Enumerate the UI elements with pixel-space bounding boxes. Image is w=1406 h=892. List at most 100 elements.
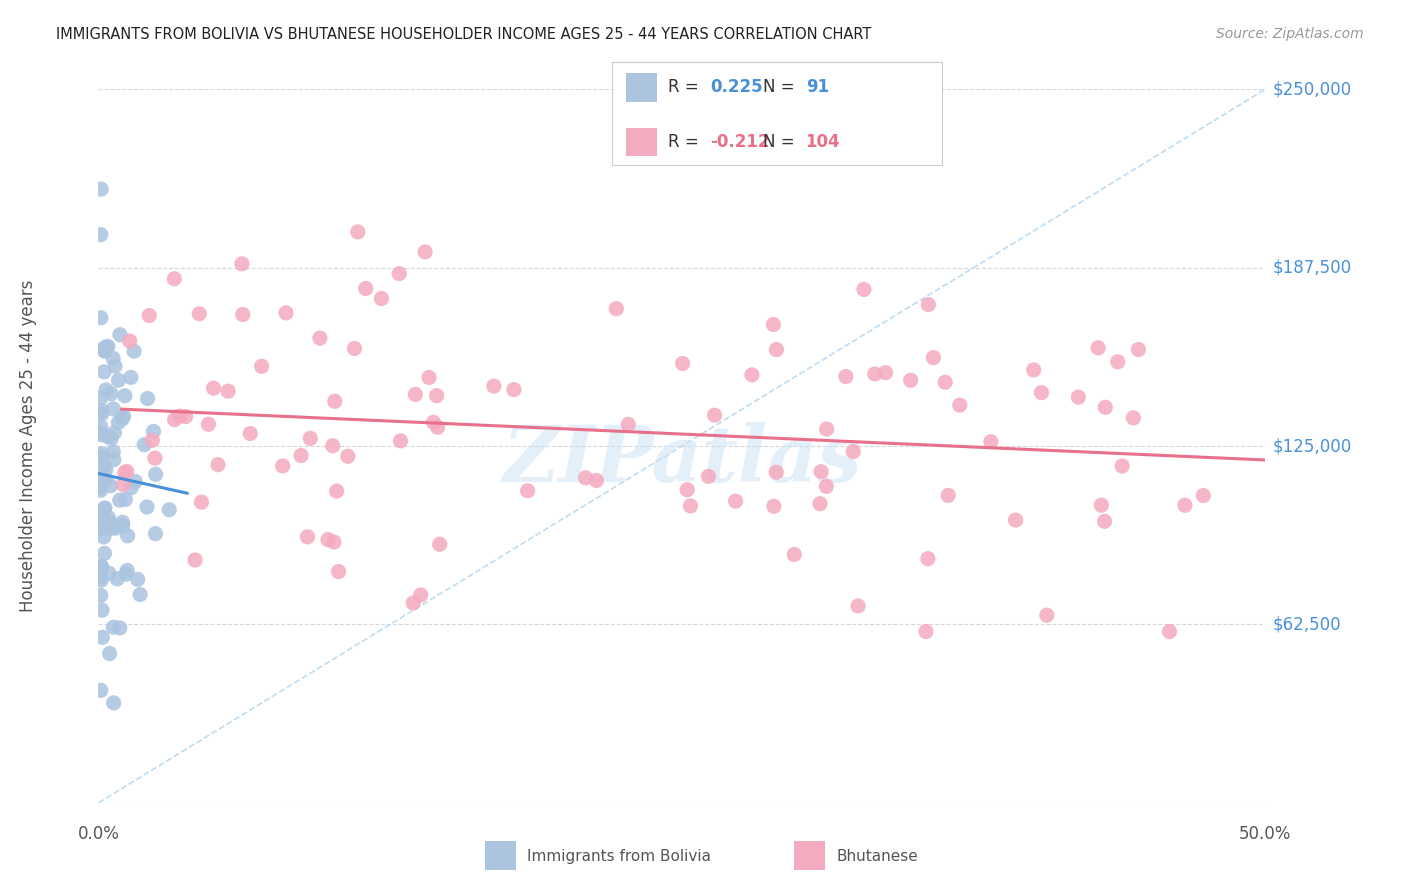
- Text: Householder Income Ages 25 - 44 years: Householder Income Ages 25 - 44 years: [20, 280, 37, 612]
- Point: [117, 564, 139, 578]
- Point: [90, 573, 112, 587]
- Point: [90, 561, 112, 575]
- Point: [120, 370, 142, 384]
- Point: [900, 373, 922, 387]
- Point: [949, 398, 972, 412]
- Point: [111, 518, 134, 533]
- Point: [108, 621, 131, 635]
- Point: [141, 434, 163, 448]
- Point: [97, 430, 120, 444]
- Point: [482, 379, 505, 393]
- Point: [217, 384, 239, 399]
- Point: [105, 521, 128, 535]
- Point: [107, 416, 129, 430]
- Point: [91, 603, 114, 617]
- Point: [810, 465, 832, 479]
- Text: 50.0%: 50.0%: [1239, 825, 1292, 843]
- Point: [325, 484, 347, 499]
- Point: [197, 417, 219, 432]
- Point: [863, 367, 886, 381]
- Point: [91, 630, 114, 644]
- Point: [1094, 514, 1116, 528]
- Point: [875, 366, 897, 380]
- Point: [765, 343, 787, 357]
- Point: [835, 369, 858, 384]
- Point: [134, 438, 156, 452]
- Point: [93, 342, 115, 356]
- Point: [1107, 355, 1129, 369]
- Point: [815, 422, 838, 436]
- Point: [426, 420, 449, 434]
- Point: [136, 500, 159, 514]
- Point: [846, 599, 869, 613]
- Point: [1094, 401, 1116, 415]
- Point: [115, 567, 138, 582]
- Point: [107, 373, 129, 387]
- Point: [98, 647, 121, 661]
- Point: [103, 696, 125, 710]
- Point: [299, 431, 322, 445]
- Point: [250, 359, 273, 374]
- Point: [741, 368, 763, 382]
- Point: [94, 383, 117, 397]
- Point: [90, 589, 112, 603]
- Point: [97, 339, 120, 353]
- Point: [90, 510, 112, 524]
- Point: [138, 309, 160, 323]
- Point: [174, 409, 197, 424]
- Point: [1192, 488, 1215, 502]
- Point: [120, 481, 142, 495]
- Point: [429, 537, 451, 551]
- Point: [343, 342, 366, 356]
- Point: [90, 521, 112, 535]
- Point: [90, 480, 112, 494]
- Point: [617, 417, 640, 432]
- Point: [90, 483, 112, 498]
- Point: [1111, 458, 1133, 473]
- Point: [418, 370, 440, 384]
- Point: [90, 310, 112, 325]
- Point: [290, 449, 312, 463]
- Point: [136, 392, 159, 406]
- Point: [297, 530, 319, 544]
- Point: [93, 365, 115, 379]
- Point: [91, 470, 114, 484]
- Point: [108, 327, 131, 342]
- Point: [1031, 385, 1053, 400]
- Text: N =: N =: [763, 78, 800, 96]
- Text: Source: ZipAtlas.com: Source: ZipAtlas.com: [1216, 27, 1364, 41]
- Point: [157, 502, 180, 516]
- Point: [90, 427, 112, 442]
- Point: [404, 387, 426, 401]
- Point: [94, 344, 117, 359]
- Text: Bhutanese: Bhutanese: [837, 849, 918, 863]
- Point: [94, 516, 117, 530]
- Text: $62,500: $62,500: [1272, 615, 1341, 633]
- Point: [271, 458, 294, 473]
- Point: [90, 450, 112, 464]
- Point: [114, 492, 136, 507]
- Point: [388, 267, 411, 281]
- Point: [100, 386, 122, 401]
- Point: [93, 546, 115, 560]
- Point: [697, 469, 720, 483]
- Point: [111, 516, 134, 530]
- Text: R =: R =: [668, 78, 704, 96]
- Point: [783, 548, 806, 562]
- Point: [516, 483, 538, 498]
- Point: [980, 434, 1002, 449]
- Point: [672, 356, 695, 370]
- Point: [231, 257, 253, 271]
- Point: [354, 281, 377, 295]
- Point: [124, 475, 146, 489]
- Point: [190, 495, 212, 509]
- Point: [98, 516, 121, 530]
- Point: [309, 331, 332, 345]
- Point: [703, 408, 725, 422]
- Point: [91, 404, 114, 418]
- Point: [1087, 341, 1109, 355]
- Point: [328, 565, 350, 579]
- Text: $187,500: $187,500: [1272, 259, 1351, 277]
- Point: [808, 497, 831, 511]
- Point: [239, 426, 262, 441]
